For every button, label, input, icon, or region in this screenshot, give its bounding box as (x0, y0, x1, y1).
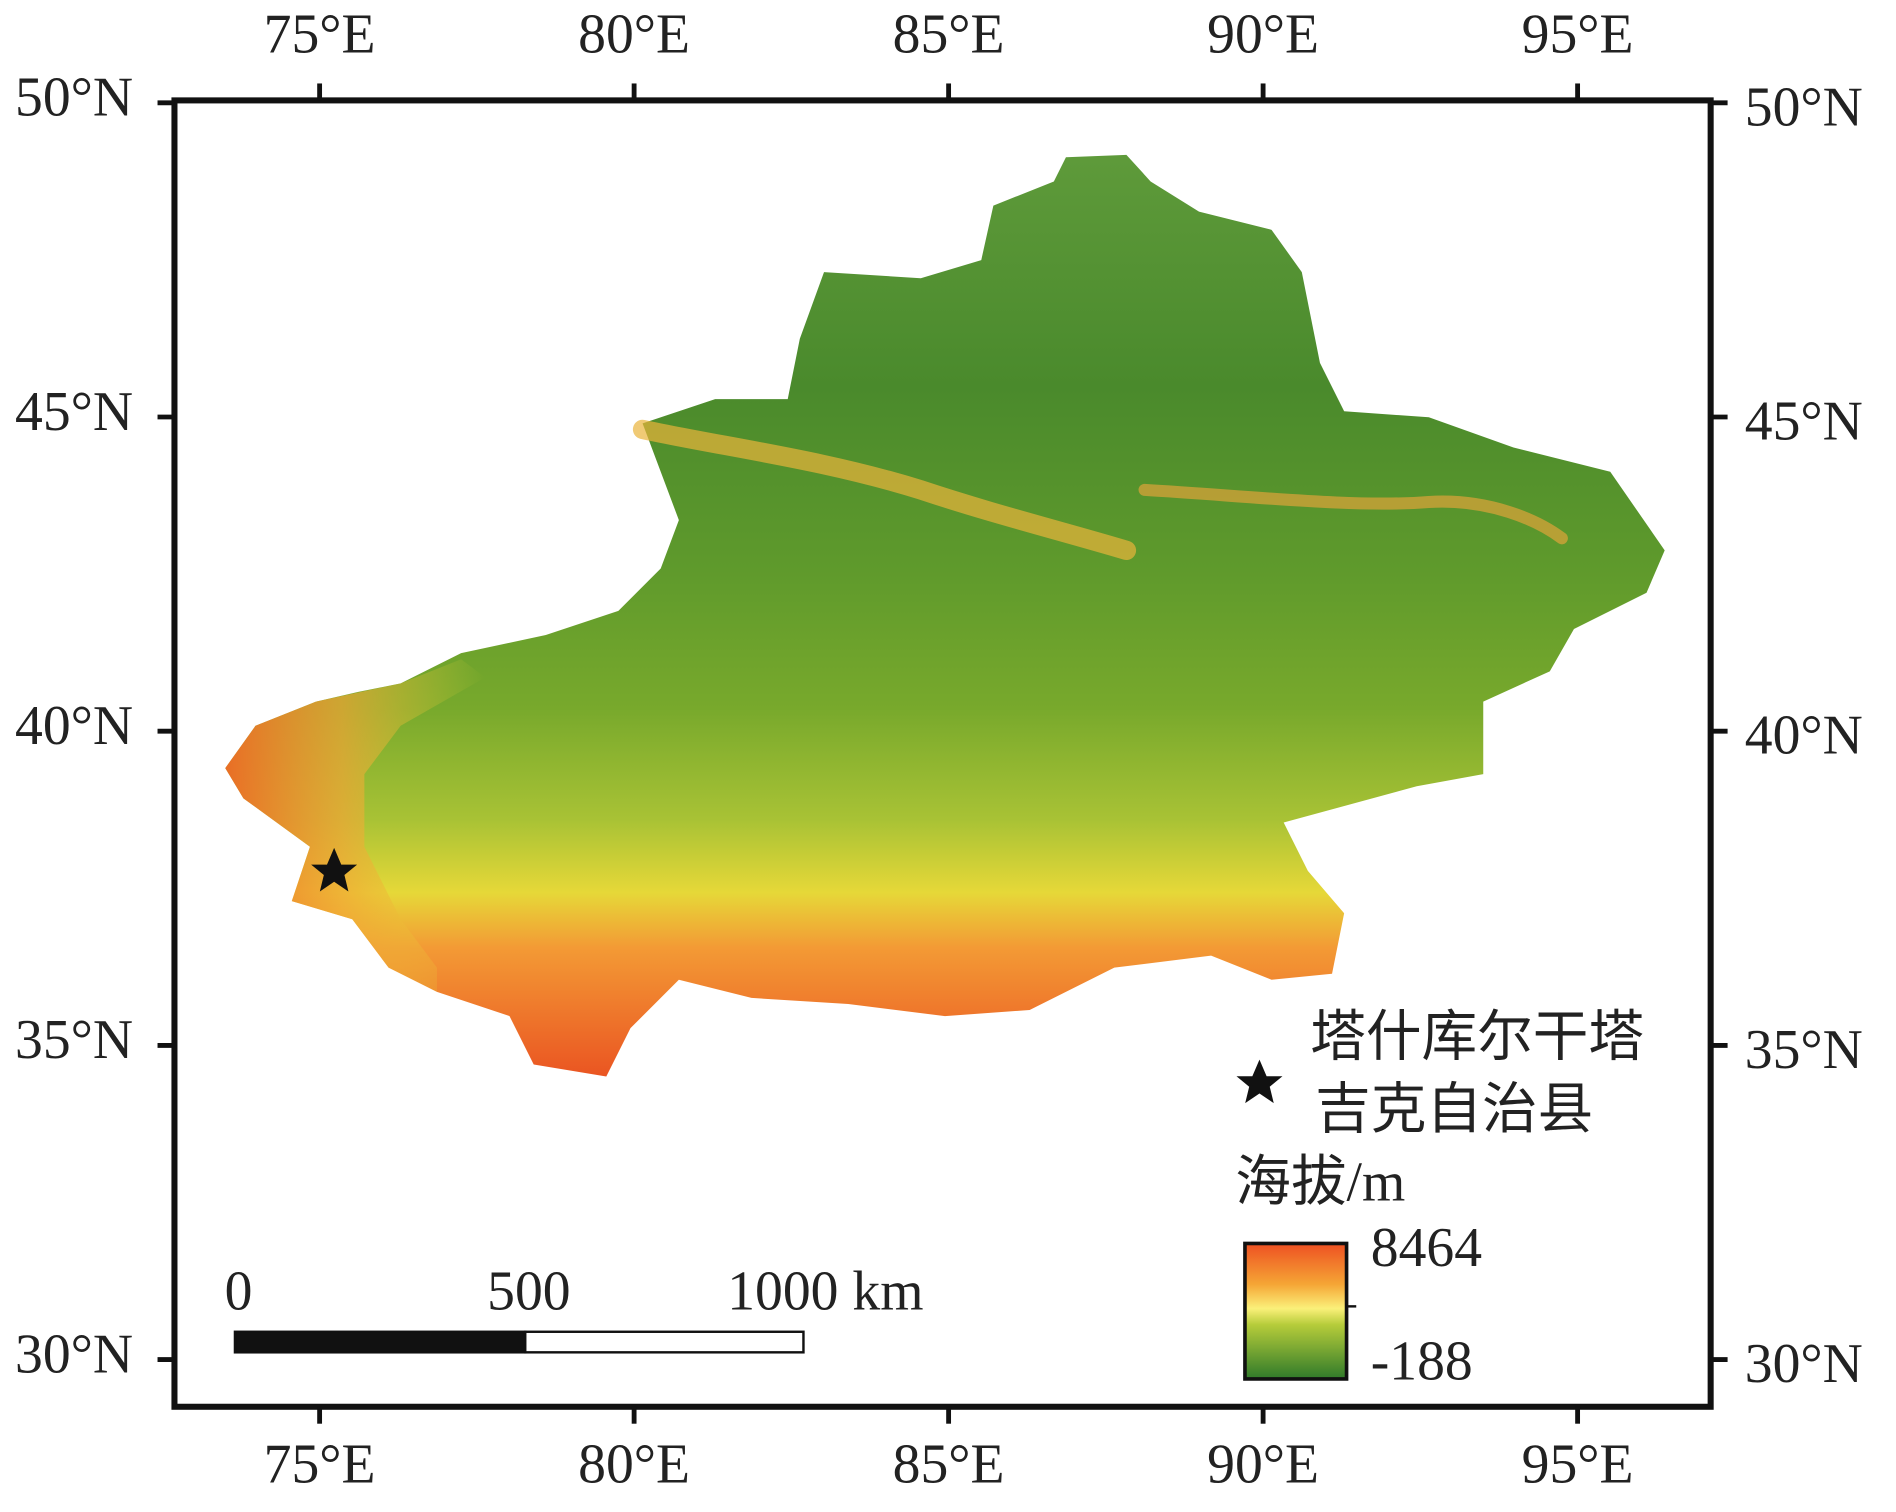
x-tick-label: 85°E (893, 4, 1005, 66)
x-tick-label: 80°E (578, 1433, 690, 1495)
y-tick-label: 40°N (1745, 705, 1863, 767)
east-ridge (1138, 483, 1568, 545)
y-tick-label: 45°N (15, 381, 133, 443)
x-tick-label: 95°E (1522, 4, 1634, 66)
west-mountains (225, 659, 486, 992)
x-tick-label: 75°E (264, 4, 376, 66)
graticule-ticks: 75°E 75°E 80°E 80°E 85°E 85°E 90°E 90°E 95°E 95°E… (15, 4, 1863, 1496)
tianshan-ridge (632, 419, 1137, 561)
terrain (225, 154, 1665, 1077)
scale-label: 0 (225, 1260, 253, 1322)
legend: 塔什库尔干塔 吉克自治县 海拔/m 8464 -188 (1235, 1006, 1644, 1392)
county-marker (311, 847, 358, 892)
colorbar-max-label: 8464 (1371, 1217, 1482, 1279)
y-tick-label: 30°N (15, 1323, 133, 1385)
legend-marker (1236, 1059, 1283, 1104)
y-tick-label: 50°N (15, 67, 133, 129)
colorbar-min-label: -188 (1371, 1331, 1473, 1393)
x-tick-label: 80°E (578, 4, 690, 66)
y-tick-label: 45°N (1745, 390, 1863, 452)
x-tick-label: 95°E (1522, 1433, 1634, 1495)
colorbar (1243, 1241, 1349, 1381)
scale-bar: 0 500 1000 km (225, 1260, 923, 1354)
scale-bar-black (233, 1330, 527, 1354)
x-tick-label: 75°E (264, 1433, 376, 1495)
legend-title: 海拔/m (1235, 1152, 1405, 1214)
x-tick-label: 90°E (1207, 1433, 1319, 1495)
y-tick-label: 35°N (15, 1009, 133, 1071)
y-tick-label: 40°N (15, 695, 133, 757)
map-frame (171, 97, 1714, 1410)
legend-marker-label: 塔什库尔干塔 (1310, 1006, 1644, 1068)
scale-label: 1000 km (727, 1260, 923, 1322)
y-tick-label: 30°N (1745, 1333, 1863, 1395)
xinjiang-region (225, 154, 1665, 1077)
legend-marker-label: 吉克自治县 (1315, 1079, 1593, 1141)
scale-label: 500 (487, 1260, 570, 1322)
x-tick-label: 90°E (1207, 4, 1319, 66)
y-tick-label: 35°N (1745, 1019, 1863, 1081)
x-tick-label: 85°E (893, 1433, 1005, 1495)
scale-bar-white (524, 1330, 805, 1354)
y-tick-label: 50°N (1745, 76, 1863, 138)
